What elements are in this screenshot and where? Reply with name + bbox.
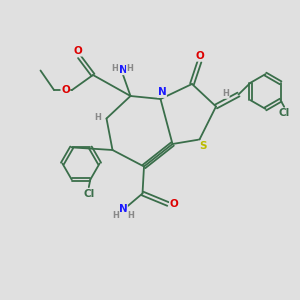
Text: H: H bbox=[112, 64, 118, 73]
Text: N: N bbox=[158, 87, 166, 98]
Text: N: N bbox=[118, 64, 127, 75]
Text: Cl: Cl bbox=[83, 189, 94, 199]
Text: H: H bbox=[127, 64, 133, 73]
Text: H: H bbox=[127, 211, 134, 220]
Text: N: N bbox=[118, 203, 127, 214]
Text: O: O bbox=[169, 199, 178, 209]
Text: H: H bbox=[112, 211, 119, 220]
Text: H: H bbox=[222, 89, 229, 98]
Text: O: O bbox=[74, 46, 82, 56]
Text: O: O bbox=[61, 85, 70, 95]
Text: O: O bbox=[195, 51, 204, 61]
Text: S: S bbox=[199, 141, 206, 151]
Text: Cl: Cl bbox=[278, 108, 290, 118]
Text: H: H bbox=[95, 112, 101, 122]
